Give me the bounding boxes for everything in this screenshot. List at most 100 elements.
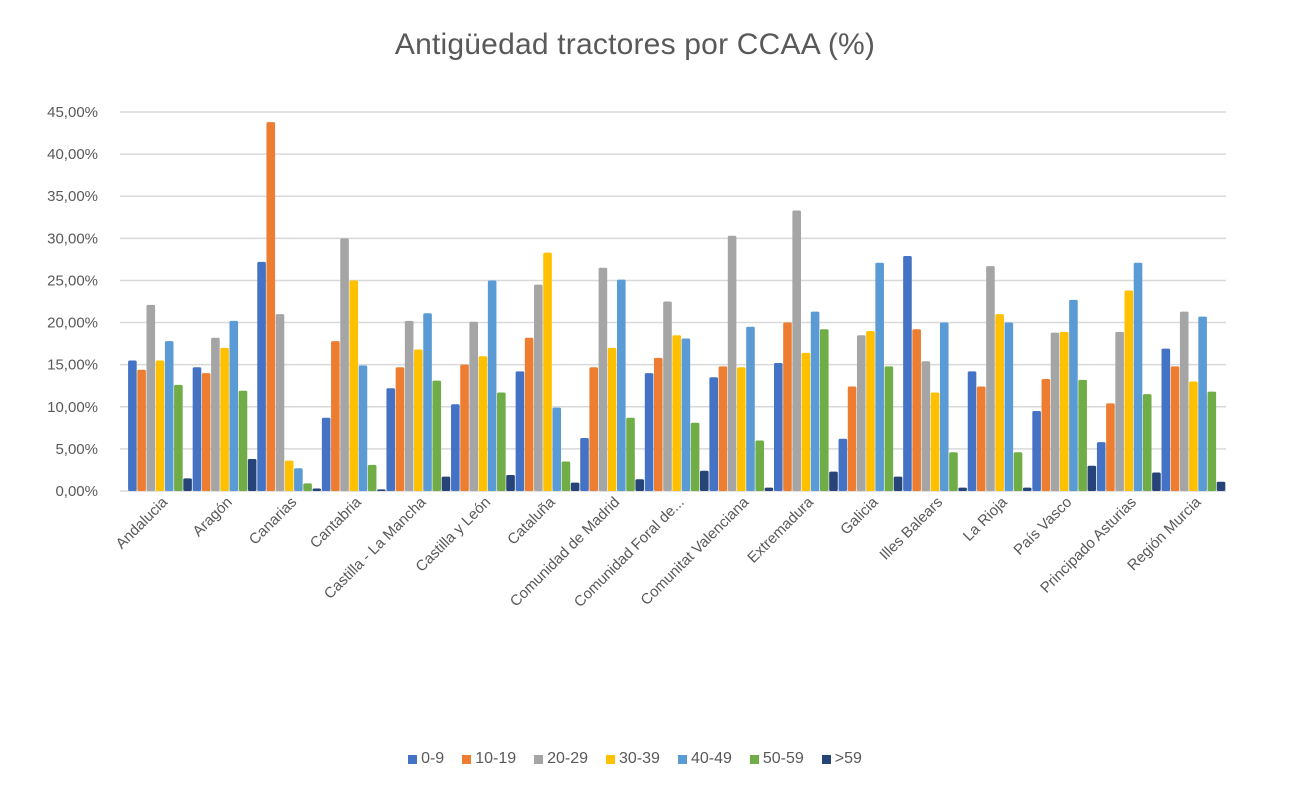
legend-item: 50-59 — [749, 750, 804, 768]
bar: Cantabria · 50-59: 3.1 — [367, 464, 377, 491]
bar: Cataluña · >59: 1 — [570, 482, 580, 491]
bar: Illes Balears · 20-29: 15.4 — [921, 361, 931, 491]
x-category-label: Andalucia — [113, 493, 172, 552]
bar: Galicia · 0-9: 6.2 — [838, 438, 848, 491]
bar: País Vasco · 20-29: 18.8 — [1050, 332, 1060, 491]
bar: Extremadura · 30-39: 16.4 — [801, 352, 811, 491]
legend-label: 10-19 — [475, 750, 517, 767]
bar: Principado Asturias · >59: 2.2 — [1152, 472, 1161, 491]
bar-group: Andalucia · 0-9: 15.5Andalucia · 10-19: … — [128, 304, 192, 491]
bar: Aragón · 50-59: 11.9 — [238, 390, 248, 491]
bar: Illes Balears · 40-49: 20 — [939, 322, 949, 491]
bar: Extremadura · >59: 2.3 — [829, 471, 838, 491]
bar: País Vasco · 40-49: 22.7 — [1069, 299, 1078, 491]
bar: Canarias · 10-19: 43.8 — [266, 122, 276, 492]
bar: País Vasco · 10-19: 13.3 — [1041, 378, 1051, 491]
bar: Castilla - La Mancha · 10-19: 14.7 — [395, 367, 405, 491]
bar: Andalucia · 40-49: 17.8 — [164, 341, 174, 491]
bars: Andalucia · 0-9: 15.5Andalucia · 10-19: … — [128, 122, 1226, 492]
legend-item: 40-49 — [677, 750, 732, 768]
bar: Cantabria · 20-29: 30 — [340, 238, 349, 491]
bar: Andalucia · 0-9: 15.5 — [128, 360, 137, 491]
bar: Principado Asturias · 10-19: 10.4 — [1106, 403, 1115, 491]
bar: Canarias · 0-9: 27.2 — [257, 261, 266, 491]
bar: Comunidad de Madrid · 40-49: 25.1 — [617, 279, 626, 491]
bar: Andalucia · 10-19: 14.4 — [137, 369, 146, 491]
bar: Cataluña · 40-49: 9.9 — [552, 407, 562, 491]
bar-group: Canarias · 0-9: 27.2Canarias · 10-19: 43… — [257, 122, 322, 492]
bar: Illes Balears · >59: 0.4 — [958, 487, 967, 491]
legend-swatch — [749, 754, 759, 764]
legend-item: 30-39 — [606, 750, 660, 768]
bar: Comunitat Valenciana · 10-19: 14.8 — [718, 366, 728, 491]
bar: Canarias · 20-29: 21 — [275, 314, 285, 491]
bar: Aragón · 0-9: 14.7 — [192, 367, 202, 491]
bar-group: Comunidad Foral de... · 0-9: 14Comunidad… — [644, 301, 709, 491]
bar: Cataluña · 10-19: 18.2 — [524, 337, 534, 491]
bar: Cantabria · 30-39: 25 — [349, 280, 359, 491]
bar: Comunidad Foral de... · 50-59: 8.1 — [690, 422, 700, 491]
x-category-label: Aragón — [189, 494, 235, 540]
bar: La Rioja · 20-29: 26.7 — [986, 266, 995, 491]
bar: Aragón · >59: 3.8 — [247, 459, 257, 491]
bar: Galicia · >59: 1.7 — [893, 476, 903, 491]
bar: Principado Asturias · 20-29: 18.9 — [1115, 331, 1124, 491]
bar: Región Murcia · >59: 1.1 — [1216, 481, 1226, 491]
bar-group: Región Murcia · 0-9: 16.9Región Murcia ·… — [1161, 311, 1226, 491]
bar: Cantabria · 0-9: 8.7 — [321, 417, 331, 491]
bar: Comunidad Foral de... · 10-19: 15.8 — [654, 357, 663, 491]
bar: Región Murcia · 10-19: 14.8 — [1170, 366, 1180, 491]
bar-group: Extremadura · 0-9: 15.2Extremadura · 10-… — [773, 210, 838, 492]
bar: Andalucia · 50-59: 12.6 — [174, 384, 183, 491]
bar: Illes Balears · 50-59: 4.6 — [949, 452, 958, 491]
x-category-label: La Rioja — [960, 493, 1011, 544]
bar: Región Murcia · 50-59: 11.8 — [1207, 391, 1217, 491]
bar-group: La Rioja · 0-9: 14.2La Rioja · 10-19: 12… — [967, 266, 1032, 491]
bar: Principado Asturias · 40-49: 27.1 — [1133, 262, 1143, 491]
bar: Comunitat Valenciana · >59: 0.4 — [764, 487, 774, 491]
bar: La Rioja · >59: 0.4 — [1022, 487, 1032, 491]
y-tick-label: 20,00% — [47, 315, 98, 332]
bar: Castilla y León · 50-59: 11.7 — [497, 392, 506, 491]
bar: Canarias · 30-39: 3.6 — [284, 460, 294, 491]
legend-label: 40-49 — [690, 750, 732, 767]
bar: Comunidad de Madrid · 20-29: 26.5 — [598, 267, 608, 491]
bar: Cantabria · 40-49: 14.9 — [358, 365, 368, 491]
bar: Illes Balears · 30-39: 11.7 — [930, 392, 940, 491]
bar: Comunitat Valenciana · 50-59: 6 — [755, 440, 764, 491]
bar-group: País Vasco · 0-9: 9.5País Vasco · 10-19:… — [1032, 299, 1097, 491]
x-category-label: Comunidad de Madrid — [507, 494, 623, 610]
bar: Extremadura · 10-19: 20 — [783, 322, 792, 491]
y-tick-label: 35,00% — [47, 188, 98, 205]
legend-item: 0-9 — [408, 750, 444, 768]
bar: Canarias · 50-59: 0.9 — [303, 483, 312, 491]
bar-group: Aragón · 0-9: 14.7Aragón · 10-19: 14Arag… — [192, 320, 257, 491]
y-tick-label: 0,00% — [55, 483, 98, 500]
bar: Principado Asturias · 30-39: 23.8 — [1124, 290, 1134, 491]
bar: Galicia · 40-49: 27.1 — [875, 262, 884, 491]
x-category-label: Comunidad Foral de... — [571, 494, 688, 611]
bar-group: Comunidad de Madrid · 0-9: 6.3 Comunidad … — [580, 267, 645, 491]
legend-swatch — [408, 754, 418, 764]
bar: País Vasco · 30-39: 18.9 — [1059, 331, 1069, 491]
bar-group: Cataluña · 0-9: 14.2Cataluña · 10-19: 18… — [515, 252, 580, 491]
bar: Cataluña · 50-59: 3.5 — [561, 461, 571, 491]
bar-group: Illes Balears · 0-9: 27.9Illes Balears ·… — [903, 256, 967, 491]
bar: La Rioja · 30-39: 21 — [995, 314, 1004, 491]
legend-label: >59 — [834, 750, 862, 767]
bar: Comunidad de Madrid · 50-59: 8.7 — [626, 417, 635, 491]
bar: Canarias · >59: 0.3 — [312, 488, 322, 491]
legend-swatch — [821, 754, 831, 764]
legend-item: 20-29 — [534, 750, 588, 768]
bar: Comunidad de Madrid · >59: 1.4 — [635, 479, 645, 491]
bar: Andalucia · 30-39: 15.5 — [155, 360, 165, 491]
bar: Extremadura · 40-49: 21.3 — [810, 311, 820, 491]
bar: Aragón · 40-49: 20.2 — [229, 320, 239, 491]
y-tick-label: 5,00% — [55, 441, 98, 458]
bar: Illes Balears · 10-19: 19.2 — [912, 329, 921, 491]
bar: Comunidad de Madrid · 0-9: 6.3 — [580, 437, 589, 491]
x-category-label: Comunitat Valenciana — [637, 493, 752, 608]
bar: Comunitat Valenciana · 20-29: 30.3 — [727, 235, 737, 491]
bar: Cataluña · 0-9: 14.2 — [515, 371, 525, 491]
bar: Comunidad Foral de... · >59: 2.4 — [700, 470, 709, 491]
